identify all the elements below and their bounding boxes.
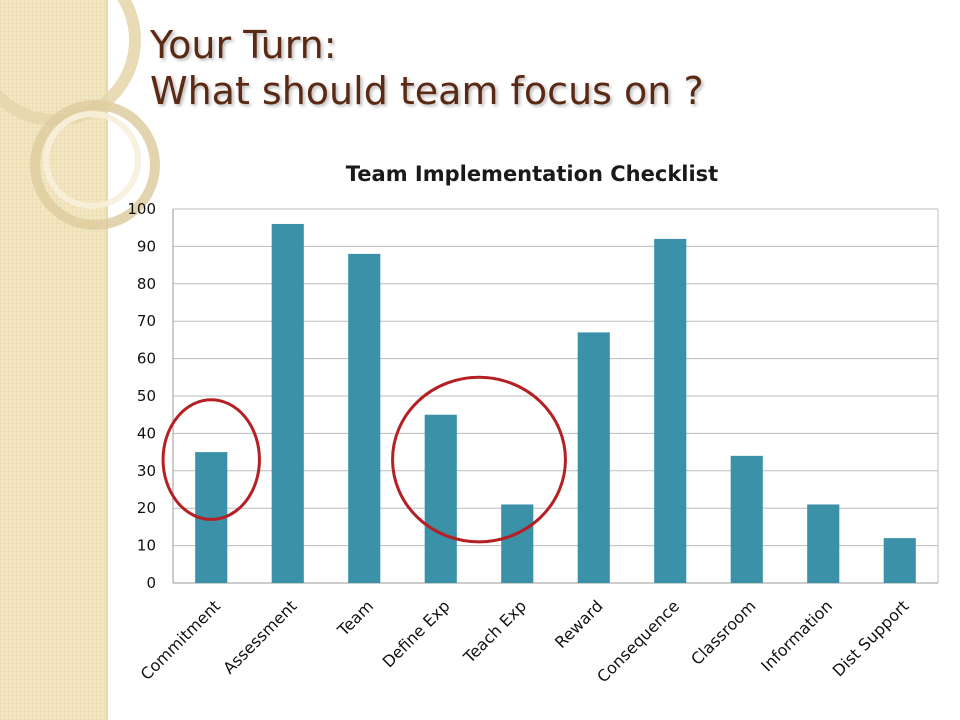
slide-title-line-2: What should team focus on ?: [150, 69, 704, 113]
x-category-label-commitment: Commitment: [137, 596, 224, 683]
bar-team: [348, 253, 381, 583]
x-category-label-teach-exp: Teach Exp: [459, 596, 530, 667]
x-category-label-reward: Reward: [551, 596, 607, 652]
x-category-label-information: Information: [757, 596, 836, 675]
x-category-label-team: Team: [333, 596, 377, 640]
y-tick-label: 50: [137, 387, 156, 405]
chart-title: Team Implementation Checklist: [346, 162, 718, 186]
x-category-label-define-exp: Define Exp: [379, 596, 454, 671]
bars: [195, 223, 916, 584]
slide-title: Your Turn: What should team focus on ?: [150, 22, 704, 114]
y-tick-label: 20: [137, 499, 156, 517]
y-tick-label: 70: [137, 312, 156, 330]
y-tick-label: 60: [137, 350, 156, 368]
x-category-label-dist-support: Dist Support: [829, 596, 913, 680]
bar-assessment: [271, 223, 304, 583]
y-tick-label: 100: [127, 200, 156, 218]
bar-define-exp: [424, 414, 457, 583]
y-tick-label: 30: [137, 462, 156, 480]
highlight-circles: [161, 375, 567, 544]
y-tick-label: 10: [137, 537, 156, 555]
bar-dist-support: [883, 538, 916, 583]
bar-information: [807, 504, 840, 583]
decor-ring-middle: [30, 100, 160, 230]
commitment-highlight: [161, 398, 261, 521]
y-tick-label: 80: [137, 275, 156, 293]
y-tick-label: 0: [146, 574, 156, 592]
x-category-label-classroom: Classroom: [687, 596, 759, 668]
slide-title-line-1: Your Turn:: [150, 23, 337, 67]
y-axis-ticks: 0 10 20 30 40 50 60 70 80 90 100: [127, 200, 156, 592]
x-category-label-consequence: Consequence: [593, 596, 683, 686]
exp-highlight: [391, 375, 567, 544]
y-tick-label: 90: [137, 237, 156, 255]
decor-ring-inner: [43, 111, 141, 209]
bar-teach-exp: [501, 504, 534, 583]
bar-reward: [577, 332, 610, 583]
y-tick-label: 40: [137, 424, 156, 442]
x-category-label-assessment: Assessment: [219, 596, 300, 677]
bar-consequence: [654, 238, 687, 584]
bar-classroom: [730, 455, 763, 583]
